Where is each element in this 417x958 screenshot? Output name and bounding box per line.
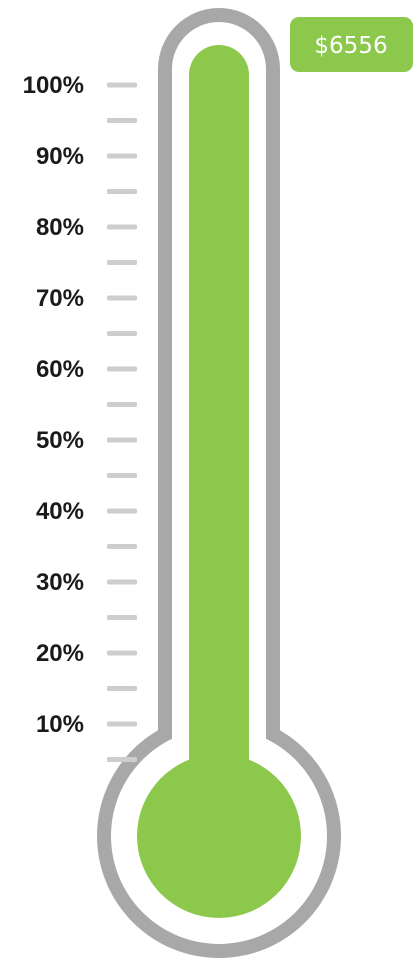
minor-tick <box>107 331 137 336</box>
thermometer-fill <box>137 45 301 918</box>
major-tick <box>107 82 137 88</box>
tick-label: 50% <box>36 427 84 454</box>
mercury-column <box>189 45 249 810</box>
value-badge: $6556 <box>290 17 413 72</box>
major-tick <box>107 508 137 514</box>
tick-label: 90% <box>36 143 84 170</box>
tick-labels: 100% 90% 80% 70% 60% 50% 40% 30% 20% 10% <box>23 72 84 738</box>
major-tick <box>107 153 137 159</box>
major-tick <box>107 579 137 585</box>
tick-label: 30% <box>36 569 84 596</box>
tick-label: 40% <box>36 498 84 525</box>
tick-label: 70% <box>36 285 84 312</box>
value-badge-label: $6556 <box>314 33 387 59</box>
tick-label: 60% <box>36 356 84 383</box>
minor-tick <box>107 757 137 762</box>
tick-label: 100% <box>23 72 84 99</box>
minor-tick <box>107 686 137 691</box>
tick-label: 80% <box>36 214 84 241</box>
minor-tick <box>107 118 137 123</box>
major-tick <box>107 721 137 727</box>
value-badge-background <box>290 17 413 72</box>
minor-tick <box>107 615 137 620</box>
minor-tick <box>107 189 137 194</box>
minor-tick <box>107 260 137 265</box>
major-tick <box>107 650 137 656</box>
minor-tick <box>107 544 137 549</box>
mercury-bulb <box>137 754 301 918</box>
tick-marks <box>107 82 137 762</box>
tick-label: 10% <box>36 711 84 738</box>
tick-label: 20% <box>36 640 84 667</box>
major-tick <box>107 366 137 372</box>
minor-tick <box>107 402 137 407</box>
major-tick <box>107 295 137 301</box>
minor-tick <box>107 473 137 478</box>
major-tick <box>107 224 137 230</box>
major-tick <box>107 437 137 443</box>
